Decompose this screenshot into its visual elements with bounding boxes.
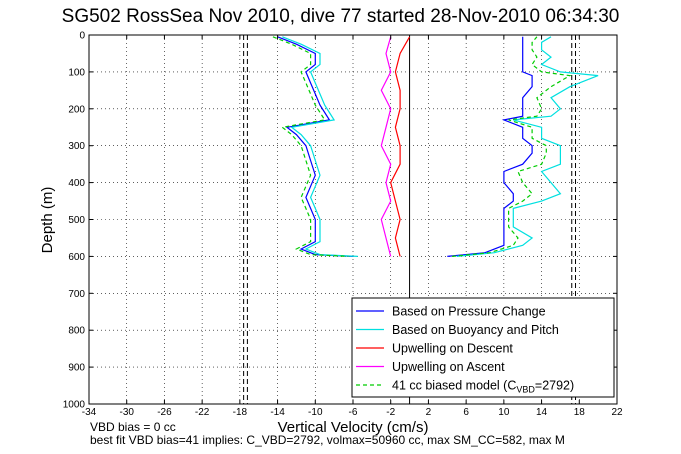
series-line-4 (380, 36, 392, 257)
x-tick-label: 10 (498, 407, 510, 418)
chart-title: SG502 RossSea Nov 2010, dive 77 started … (61, 6, 620, 27)
series-line-1 (447, 36, 533, 257)
x-tick-label: 14 (536, 407, 548, 418)
x-tick-label: -26 (157, 407, 172, 418)
x-tick-label: -10 (308, 407, 323, 418)
y-tick-label: 300 (68, 141, 85, 152)
y-tick-label: 100 (68, 67, 85, 78)
x-axis-label: Vertical Velocity (cm/s) (278, 419, 429, 436)
x-tick-label: -18 (233, 407, 248, 418)
y-tick-label: 800 (68, 326, 85, 337)
x-tick-label: -6 (349, 407, 358, 418)
x-tick-label: -2 (386, 407, 395, 418)
y-tick-label: 500 (68, 215, 85, 226)
y-tick-label: 0 (79, 31, 85, 42)
axis-ticks: -34 -30 -26 -22 -18 -14 -10 -6 -2 2 6 10 14 18 2201002… (63, 31, 623, 419)
x-tick-label: -14 (270, 407, 285, 418)
legend-label: Upwelling on Descent (392, 342, 513, 356)
data-series (272, 36, 599, 257)
y-tick-label: 900 (68, 363, 85, 374)
x-tick-label: -22 (195, 407, 210, 418)
x-tick-label: 2 (426, 407, 432, 418)
series-line-2 (282, 36, 358, 257)
series-line-1 (277, 36, 354, 257)
y-tick-label: 1000 (63, 400, 86, 411)
legend-box (351, 297, 615, 398)
best-fit-note: best fit VBD bias=41 implies: C_VBD=2792… (90, 433, 565, 447)
x-tick-label: 6 (463, 407, 469, 418)
legend: Based on Pressure Change Based on Buoyanc… (351, 297, 615, 398)
series-line-5 (451, 36, 572, 257)
x-tick-label: 18 (574, 407, 586, 418)
series-line-3 (390, 36, 411, 257)
y-tick-label: 700 (68, 289, 85, 300)
legend-label: Upwelling on Ascent (392, 360, 505, 374)
vbd-bias-note: VBD bias = 0 cc (90, 420, 176, 434)
x-tick-label: -34 (82, 407, 97, 418)
legend-label: 41 cc biased model (CVBD=2792) (392, 379, 574, 395)
legend-label: Based on Buoyancy and Pitch (392, 323, 559, 337)
x-tick-label: 22 (611, 407, 623, 418)
x-tick-label: -30 (119, 407, 134, 418)
y-tick-label: 400 (68, 178, 85, 189)
y-tick-label: 600 (68, 252, 85, 263)
series-line-2 (456, 36, 599, 257)
y-tick-label: 200 (68, 104, 85, 115)
y-axis-label: Depth (m) (39, 187, 56, 254)
legend-label: Based on Pressure Change (392, 305, 546, 319)
